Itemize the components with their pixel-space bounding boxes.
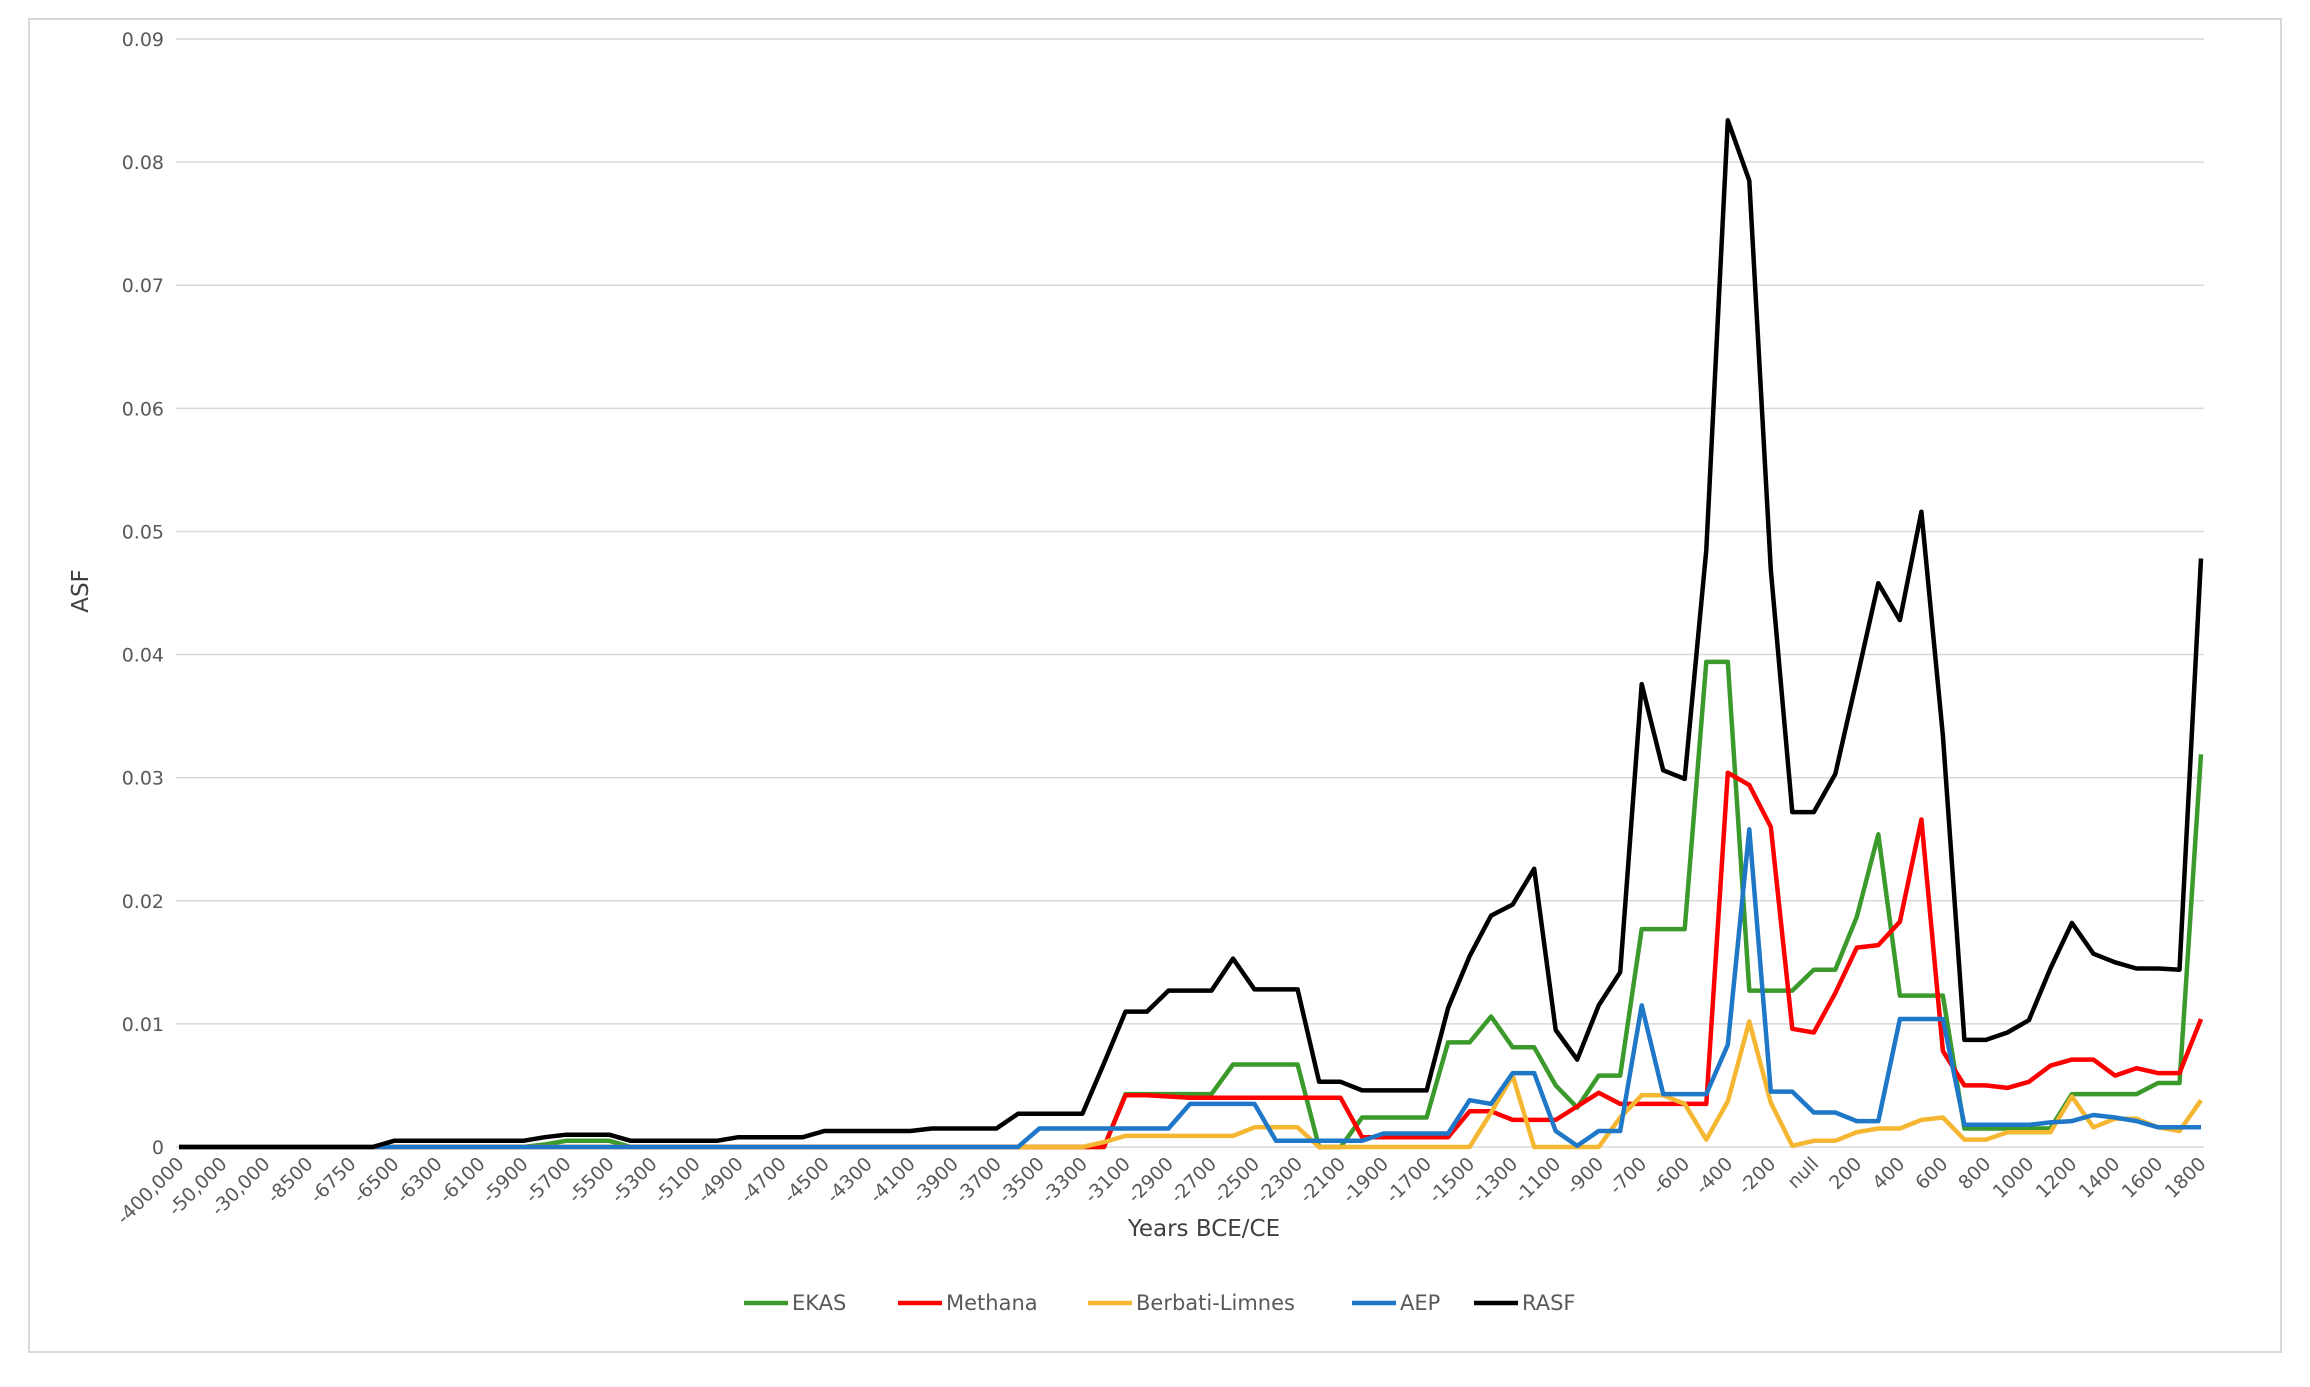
legend-item: AEP [1352, 1291, 1440, 1315]
x-tick-label: -4500 [779, 1153, 834, 1208]
x-tick-label: -4300 [822, 1153, 877, 1208]
x-tick-label: 1600 [2118, 1153, 2168, 1203]
x-tick-label: -3900 [908, 1153, 963, 1208]
y-tick-label: 0.01 [122, 1014, 164, 1036]
x-tick-label: -200 [1734, 1153, 1780, 1199]
x-tick-label: -3100 [1080, 1153, 1135, 1208]
y-tick-label: 0.09 [122, 29, 164, 51]
legend-label: Berbati-Limnes [1136, 1291, 1295, 1315]
x-tick-label: -2900 [1123, 1153, 1178, 1208]
x-tick-label: 200 [1825, 1153, 1866, 1194]
y-tick-label: 0.05 [122, 521, 164, 543]
x-tick-label: -1700 [1382, 1153, 1437, 1208]
y-axis-title: ASF [68, 569, 94, 613]
x-axis-title: Years BCE/CE [1127, 1216, 1280, 1242]
x-tick-label: 1800 [2161, 1153, 2211, 1203]
x-tick-label: -1300 [1468, 1153, 1523, 1208]
x-tick-label: -1100 [1511, 1153, 1566, 1208]
y-tick-label: 0.06 [122, 398, 164, 420]
x-tick-label: -5900 [478, 1153, 533, 1208]
x-tick-label: -1500 [1425, 1153, 1480, 1208]
x-tick-label: -2700 [1166, 1153, 1221, 1208]
legend-label: AEP [1400, 1291, 1440, 1315]
x-tick-label: -2500 [1209, 1153, 1264, 1208]
legend-item: Methana [898, 1291, 1038, 1315]
x-tick-label: 600 [1911, 1153, 1952, 1194]
y-tick-label: 0.08 [122, 152, 164, 174]
x-tick-label: -5500 [564, 1153, 619, 1208]
x-tick-label: -3500 [994, 1153, 1049, 1208]
x-tick-label: -6750 [306, 1153, 361, 1208]
x-tick-label: -2100 [1296, 1153, 1351, 1208]
x-tick-label: -4100 [865, 1153, 920, 1208]
series-line-rasf [179, 118, 2204, 1150]
x-tick-label: null [1783, 1153, 1823, 1193]
x-tick-label: 1400 [2075, 1153, 2125, 1203]
x-tick-label: 400 [1868, 1153, 1909, 1194]
legend-item: Berbati-Limnes [1088, 1291, 1295, 1315]
x-tick-label: 1200 [2032, 1153, 2082, 1203]
x-tick-label: -5300 [607, 1153, 662, 1208]
x-tick-label: -4900 [693, 1153, 748, 1208]
x-tick-label: -8500 [263, 1153, 318, 1208]
x-tick-label: -2300 [1252, 1153, 1307, 1208]
series-line-aep [179, 827, 2201, 1150]
legend-item: RASF [1474, 1291, 1576, 1315]
x-tick-label: -5100 [650, 1153, 705, 1208]
x-tick-label: -1900 [1339, 1153, 1394, 1208]
legend-label: RASF [1522, 1291, 1576, 1315]
x-tick-label: -3700 [951, 1153, 1006, 1208]
series-line-ekas [179, 659, 2204, 1150]
legend-item: EKAS [744, 1291, 846, 1315]
line-chart: 0 0.01 0.02 0.03 0.04 0.05 0.06 0.07 0.08 0.09 -4… [68, 29, 2211, 1315]
x-tick-label: -6300 [392, 1153, 447, 1208]
x-tick-label: -400 [1691, 1153, 1737, 1199]
series-line-methana [179, 770, 2204, 1150]
x-tick-label: -6500 [349, 1153, 404, 1208]
grid-lines [176, 38, 2204, 1148]
x-tick-label: 1000 [1989, 1153, 2039, 1203]
chart-frame: 0 0.01 0.02 0.03 0.04 0.05 0.06 0.07 0.08 0.09 -4… [28, 18, 2282, 1353]
y-tick-label: 0.07 [122, 275, 164, 297]
series-lines [179, 118, 2204, 1150]
y-axis-ticks: 0 0.01 0.02 0.03 0.04 0.05 0.06 0.07 0.08 0.09 [122, 29, 164, 1159]
y-tick-label: 0 [152, 1137, 164, 1159]
x-tick-label: -900 [1562, 1153, 1608, 1199]
y-tick-label: 0.04 [122, 645, 164, 667]
x-tick-label: -5700 [521, 1153, 576, 1208]
y-tick-label: 0.02 [122, 891, 164, 913]
x-tick-label: -6100 [435, 1153, 490, 1208]
legend-label: Methana [946, 1291, 1038, 1315]
x-tick-label: -600 [1648, 1153, 1694, 1199]
legend-label: EKAS [792, 1291, 846, 1315]
y-tick-label: 0.03 [122, 768, 164, 790]
legend: EKAS Methana Berbati-Limnes AEP RASF [744, 1291, 1576, 1315]
x-tick-label: -4700 [736, 1153, 791, 1208]
x-tick-label: -3300 [1037, 1153, 1092, 1208]
x-tick-label: -700 [1605, 1153, 1651, 1199]
